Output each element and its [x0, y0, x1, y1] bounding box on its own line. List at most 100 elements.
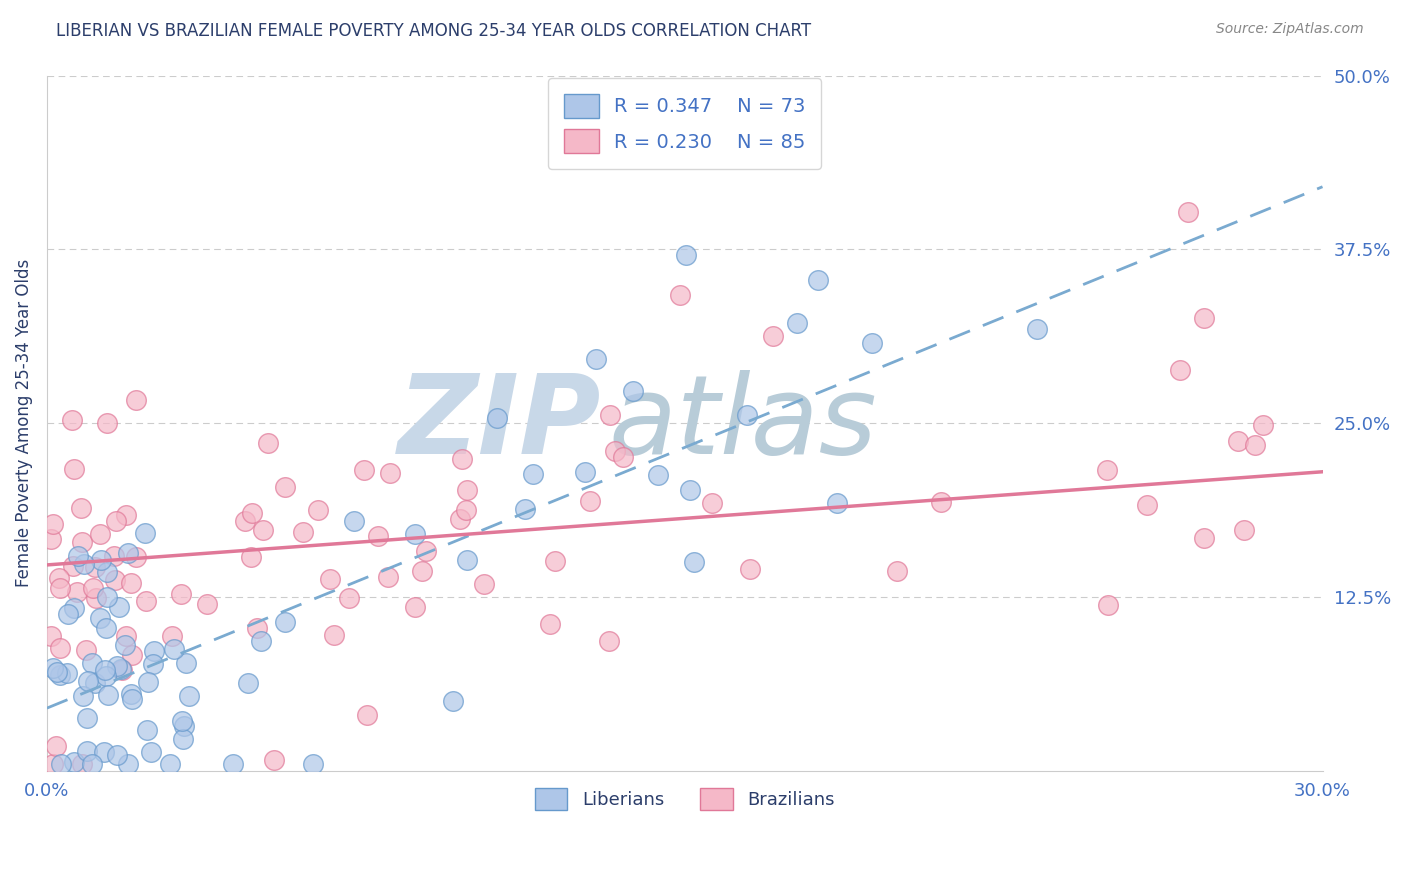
Point: [66, 549, 89, 563]
Point: [1177, 204, 1199, 219]
Point: [94, 663, 117, 677]
Point: [73, 558, 96, 572]
Point: [103, 549, 125, 564]
Point: [380, 466, 402, 480]
Point: [647, 468, 669, 483]
Point: [179, 689, 201, 703]
Point: [48, 582, 70, 596]
Point: [679, 483, 702, 498]
Point: [538, 617, 561, 632]
Point: [63, 756, 86, 770]
Point: [1233, 523, 1256, 537]
Point: [115, 629, 138, 643]
Point: [80, 756, 103, 771]
Point: [162, 641, 184, 656]
Point: [740, 562, 762, 576]
Point: [762, 329, 785, 343]
Point: [89, 527, 111, 541]
Point: [786, 316, 808, 330]
Point: [291, 525, 314, 540]
Point: [411, 564, 433, 578]
Point: [48, 571, 70, 585]
Point: [110, 662, 132, 676]
Point: [356, 708, 378, 723]
Point: [120, 687, 142, 701]
Point: [323, 628, 346, 642]
Point: [62, 413, 84, 427]
Point: [121, 691, 143, 706]
Point: [96, 565, 118, 579]
Point: [236, 676, 259, 690]
Point: [46, 665, 69, 680]
Point: [456, 503, 478, 517]
Point: [86, 591, 108, 606]
Point: [246, 621, 269, 635]
Point: [125, 550, 148, 565]
Point: [105, 659, 128, 673]
Point: [63, 462, 86, 476]
Point: [1194, 311, 1216, 326]
Point: [257, 435, 280, 450]
Point: [1097, 599, 1119, 613]
Point: [76, 643, 98, 657]
Point: [89, 611, 111, 625]
Point: [121, 648, 143, 662]
Point: [585, 351, 607, 366]
Point: [377, 570, 399, 584]
Point: [80, 656, 103, 670]
Point: [49, 668, 72, 682]
Point: [669, 288, 692, 302]
Point: [342, 514, 364, 528]
Point: [860, 335, 883, 350]
Point: [134, 525, 156, 540]
Point: [1097, 463, 1119, 477]
Point: [612, 450, 634, 464]
Point: [172, 731, 194, 746]
Point: [515, 501, 537, 516]
Point: [136, 675, 159, 690]
Point: [195, 598, 218, 612]
Point: [111, 664, 134, 678]
Point: [263, 753, 285, 767]
Point: [70, 534, 93, 549]
Point: [41, 516, 63, 531]
Legend: Liberians, Brazilians: Liberians, Brazilians: [520, 773, 849, 824]
Point: [170, 714, 193, 728]
Point: [1136, 498, 1159, 512]
Point: [1025, 322, 1047, 336]
Point: [72, 689, 94, 703]
Point: [58, 607, 80, 621]
Point: [136, 723, 159, 738]
Point: [252, 524, 274, 538]
Point: [222, 756, 245, 771]
Point: [159, 756, 181, 771]
Point: [39, 629, 62, 643]
Point: [621, 384, 644, 398]
Point: [1251, 417, 1274, 432]
Point: [170, 587, 193, 601]
Point: [56, 666, 79, 681]
Point: [139, 745, 162, 759]
Point: [83, 559, 105, 574]
Point: [83, 676, 105, 690]
Point: [96, 590, 118, 604]
Point: [63, 600, 86, 615]
Point: [301, 756, 323, 771]
Point: [70, 756, 93, 771]
Point: [807, 272, 830, 286]
Point: [318, 572, 340, 586]
Point: [93, 745, 115, 759]
Point: [233, 514, 256, 528]
Point: [307, 502, 329, 516]
Point: [367, 529, 389, 543]
Point: [675, 248, 697, 262]
Point: [42, 660, 65, 674]
Point: [82, 581, 104, 595]
Point: [1170, 363, 1192, 377]
Point: [174, 656, 197, 670]
Point: [135, 593, 157, 607]
Point: [522, 467, 544, 482]
Point: [450, 452, 472, 467]
Text: Source: ZipAtlas.com: Source: ZipAtlas.com: [1216, 22, 1364, 37]
Point: [404, 600, 426, 615]
